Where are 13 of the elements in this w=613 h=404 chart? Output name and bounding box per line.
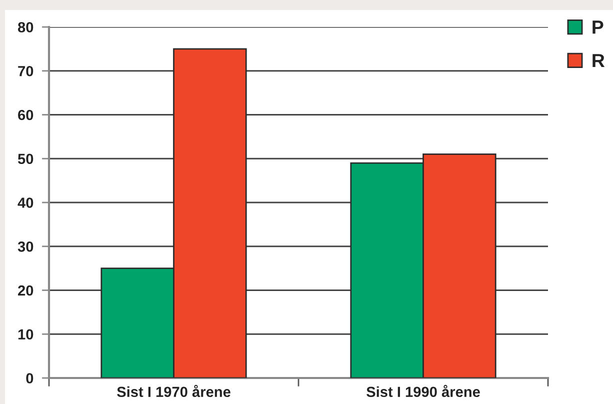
x-tick-label: Sist I 1970 årene xyxy=(117,384,230,398)
legend-label: P xyxy=(592,20,604,34)
y-tick-label: 40 xyxy=(18,198,34,208)
y-tick-label: 80 xyxy=(18,22,34,32)
legend-label: R xyxy=(592,54,605,67)
y-tick-label: 20 xyxy=(18,285,34,296)
y-tick-label: 60 xyxy=(18,110,34,120)
x-tick-label: Sist I 1990 årene xyxy=(366,384,480,398)
y-tick-label: 30 xyxy=(18,241,34,252)
y-tick-label: 70 xyxy=(18,66,34,76)
y-tick-label: 50 xyxy=(18,154,34,164)
y-tick-label: 10 xyxy=(18,329,34,340)
y-tick-label: 0 xyxy=(26,373,34,384)
